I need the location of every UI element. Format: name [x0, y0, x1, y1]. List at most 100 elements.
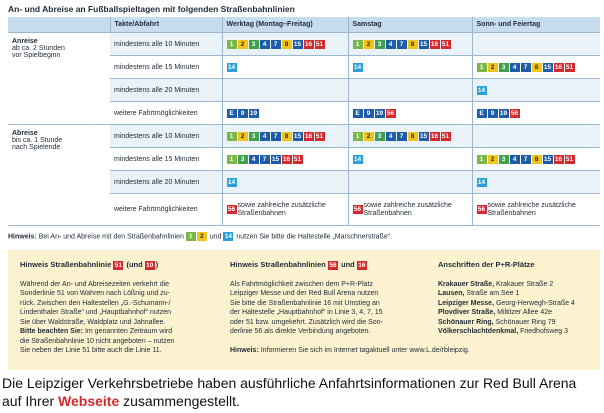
row: mindestens alle 20 Minuten 14 14 — [8, 170, 600, 194]
address-text: Friedhofsweg 3 — [518, 328, 568, 335]
lines-cell: 56sowie zahlreiche zusätzliche Straßenba… — [471, 193, 600, 226]
line-badge: 2 — [487, 154, 498, 164]
address: Plovdiver Straße, Miltitzer Allee 42e — [438, 308, 598, 318]
box-title: Anschriften der P+R-Plätze — [438, 260, 535, 269]
bold-text: Hinweis: — [230, 346, 259, 354]
line-badge: 56 — [226, 205, 237, 214]
line-badge: 7 — [396, 131, 407, 141]
line-badge: 4 — [259, 131, 270, 141]
line-badge: 15 — [292, 131, 303, 141]
address-text: Straße am See 1 — [464, 290, 520, 297]
header-cell: Werktag (Montag–Freitag) — [221, 17, 348, 33]
line-badge: 7 — [270, 131, 281, 141]
line-badge: 2 — [363, 131, 374, 141]
takt: mindestens alle 20 Minuten — [110, 78, 222, 102]
line-badge: 4 — [509, 154, 520, 164]
text-line: Lindenthaler Straße“ und „Hauptbahnhof“ … — [20, 309, 171, 317]
group-subtitle: bis ca. 1 Stunde — [12, 137, 63, 144]
line-badge: 9 — [363, 108, 374, 118]
line-badge: 14 — [223, 232, 234, 241]
lines-cell — [347, 170, 472, 194]
line-badge: 14 — [476, 85, 487, 95]
line-badge: 7 — [270, 39, 281, 49]
line-badge: 51 — [440, 131, 451, 141]
line-badge: 16 — [553, 62, 564, 72]
takt: mindestens alle 15 Minuten — [110, 147, 222, 171]
caption: Die Leipziger Verkehrsbetriebe haben aus… — [2, 374, 576, 410]
group-subtitle: vor Spielbeginn — [12, 52, 61, 59]
address: Leipziger Messe, Georg-Herwegh-Straße 4 — [438, 299, 598, 309]
line-badge: 56 — [352, 205, 363, 214]
lines-cell: 1 2 3 4 7 8 15 16 51 — [347, 32, 472, 56]
line-badge: 14 — [226, 62, 237, 72]
line-badge: 2 — [196, 232, 207, 241]
column: Hinweis Straßenbahnlinie 51 (und 10) Währ… — [20, 260, 210, 356]
line-badge: 9 — [487, 108, 498, 118]
line-badge: E — [226, 108, 237, 118]
line-badge: 14 — [352, 62, 363, 72]
text: auf Ihrer — [2, 393, 59, 409]
line-badge: 3 — [248, 39, 259, 49]
link[interactable]: Webseite — [58, 393, 120, 409]
text-line: Während der An- und Abreisezeiten verkeh… — [20, 280, 170, 288]
line-badge: 8 — [281, 131, 292, 141]
line-badge: 1 — [352, 131, 363, 141]
timetable: Takte/Abfahrt Werktag (Montag–Freitag) Sam… — [8, 17, 600, 226]
lines-cell: 1 2 3 4 7 8 15 16 51 — [471, 55, 600, 79]
line-badge: 1 — [476, 62, 487, 72]
line-badge: 9 — [237, 108, 248, 118]
address-text: Georg-Herwegh-Straße 4 — [494, 299, 575, 307]
line-badge: 4 — [385, 131, 396, 141]
text-line: Sie neben der Linie 51 bitte auch die Li… — [20, 347, 162, 355]
lines-cell: E 9 19 56 — [347, 101, 472, 125]
hint-text: und — [207, 233, 224, 241]
address-name: Plovdiver Straße, — [438, 309, 496, 316]
line-badge: E — [352, 108, 363, 118]
line-badge: 3 — [498, 62, 509, 72]
text-line: derlinie 56 als direkte Verbindung angeb… — [230, 328, 371, 336]
takt: mindestens alle 10 Minuten — [110, 124, 222, 148]
line-badge: 56 — [385, 108, 396, 118]
lines-cell: 14 — [471, 170, 600, 194]
text-line: Sonderlinie 51 von Wahren nach Lößnig un… — [20, 290, 170, 298]
line-badge: 15 — [418, 39, 429, 49]
line-badge: 1 — [185, 232, 196, 241]
lines-cell: 14 — [471, 78, 600, 102]
lines-cell: 1 2 3 4 7 8 15 16 51 — [347, 124, 472, 148]
group-cell: Anreise ab ca. 2 Stunden vor Spielbeginn — [8, 32, 110, 125]
line-badge: 51 — [440, 39, 451, 49]
row: mindestens alle 20 Minuten 14 — [8, 78, 600, 102]
text-line: die Straßenbahnlinie 10 nicht angeboten … — [20, 337, 175, 345]
line-badge: 8 — [531, 62, 542, 72]
text-line: Leipziger Messe und der Red Bull Arena n… — [230, 290, 379, 298]
text: Informieren Sie sich im Internet tagaktu… — [258, 346, 470, 354]
text-line: oder 51 bzw. umgekehrt. Zusätzlich wird … — [230, 318, 383, 326]
line-badge: 3 — [248, 131, 259, 141]
row: Abreise bis ca. 1 Stunde nach Spielende min… — [8, 124, 600, 226]
group-cell: Abreise bis ca. 1 Stunde nach Spielende — [8, 124, 110, 226]
lines-cell: 1 3 4 7 15 16 51 — [221, 147, 348, 171]
header-cell — [8, 17, 110, 33]
address: Lausen, Straße am See 1 — [438, 289, 598, 299]
hint-label: Hinweis: — [8, 233, 37, 241]
line-badge: 2 — [237, 131, 248, 141]
takt: weitere Fahrtmöglichkeiten — [110, 101, 222, 125]
title-text: (und — [124, 260, 145, 269]
address-text: Schönauer Ring 79 — [493, 318, 556, 326]
header-cell: Samstag — [347, 17, 472, 33]
title-text: Hinweis Straßenbahnlinie — [20, 260, 114, 269]
address-name: Lausen, — [438, 290, 465, 297]
line-badge: 15 — [270, 154, 281, 164]
takt: weitere Fahrtmöglichkeiten — [110, 193, 222, 226]
lines-cell: E 9 19 — [221, 101, 348, 125]
line-badge: 3 — [374, 131, 385, 141]
line-badge: 7 — [520, 62, 531, 72]
lines-cell: 14 — [221, 170, 348, 194]
line-badge: 4 — [385, 39, 396, 49]
hint-text: nutzen Sie bitte die Haltestelle „Marsch… — [234, 233, 392, 241]
line-badge: 1 — [352, 39, 363, 49]
line-badge: 15 — [542, 62, 553, 72]
line-badge: 1 — [476, 154, 487, 164]
line-badge: 56 — [327, 260, 338, 270]
title: An- und Abreise an Fußballspieltagen mit… — [8, 4, 295, 14]
